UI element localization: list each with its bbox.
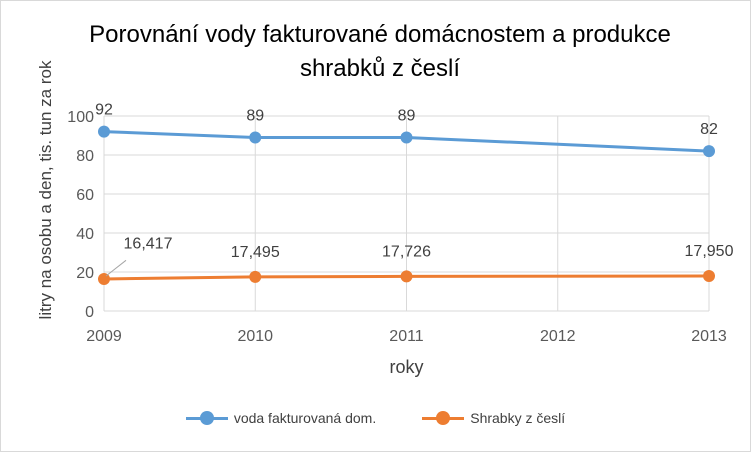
y-tick-label: 80 xyxy=(76,148,94,165)
data-point xyxy=(703,269,715,282)
legend: voda fakturovaná dom. Shrabky z česlí xyxy=(0,410,751,426)
data-label: 17,726 xyxy=(382,243,431,260)
series-line xyxy=(103,274,710,281)
legend-marker-shrabky xyxy=(422,411,465,425)
data-label: 92 xyxy=(95,102,113,119)
legend-marker-voda xyxy=(185,411,228,425)
y-tick-label: 40 xyxy=(76,226,94,243)
x-tick-label: 2009 xyxy=(86,328,122,345)
data-point xyxy=(400,131,413,144)
x-axis-title: roky xyxy=(389,357,423,377)
x-tick-label: 2013 xyxy=(691,328,727,345)
y-tick-label: 100 xyxy=(67,109,94,126)
y-tick-label: 60 xyxy=(76,187,94,204)
data-label: 89 xyxy=(398,107,416,124)
data-point xyxy=(249,131,262,144)
legend-label-voda: voda fakturovaná dom. xyxy=(233,410,377,426)
chart-title: Porovnání vody fakturované domácnostem a… xyxy=(89,21,671,82)
x-tick-label: 2010 xyxy=(237,328,273,345)
legend-label-shrabky: Shrabky z česlí xyxy=(470,410,566,426)
legend-item-voda: voda fakturovaná dom. xyxy=(185,410,377,426)
y-tick-label: 20 xyxy=(76,265,94,282)
x-tick-label: 2012 xyxy=(540,328,576,345)
x-tick-label: 2011 xyxy=(389,328,424,345)
series-line xyxy=(103,130,710,153)
leader-line xyxy=(105,259,127,277)
y-tick-label: 0 xyxy=(85,304,94,321)
data-label: 17,495 xyxy=(231,244,280,261)
data-point xyxy=(98,125,110,138)
legend-item-shrabky: Shrabky z česlí xyxy=(422,410,565,426)
data-point xyxy=(703,145,715,158)
data-point xyxy=(400,270,413,283)
data-label: 17,950 xyxy=(685,243,734,260)
data-point xyxy=(98,272,110,285)
data-label: 16,417 xyxy=(124,236,173,253)
data-label: 82 xyxy=(700,121,718,138)
data-point xyxy=(249,270,262,283)
data-label: 89 xyxy=(246,107,264,124)
